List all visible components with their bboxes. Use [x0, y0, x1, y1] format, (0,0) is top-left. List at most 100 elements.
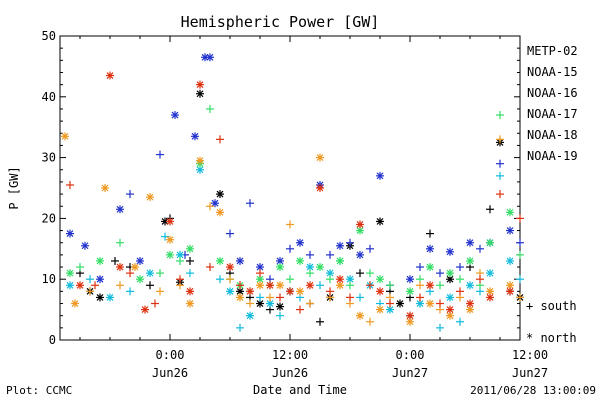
data-point-south [151, 299, 159, 308]
data-point-south [236, 323, 244, 332]
data-point-south [366, 244, 374, 253]
data-point-north [246, 311, 254, 320]
data-point-south [111, 256, 119, 265]
legend-entry: NOAA-17 [527, 107, 578, 121]
data-point-south [456, 317, 464, 326]
data-point-north [131, 263, 139, 272]
data-point-north [236, 256, 244, 265]
data-point-south [66, 180, 74, 189]
data-point-south [456, 263, 464, 272]
data-point-south [156, 287, 164, 296]
data-point-south [456, 275, 464, 284]
data-point-north [356, 311, 364, 320]
data-point-north [376, 275, 384, 284]
data-point-north [506, 226, 514, 235]
data-point-north [466, 281, 474, 290]
data-point-north [466, 305, 474, 314]
data-point-south [516, 250, 524, 259]
data-point-north [96, 293, 104, 302]
data-point-north [506, 208, 514, 217]
data-point-south [486, 205, 494, 214]
data-point-south [326, 250, 334, 259]
data-point-north [506, 256, 514, 265]
legend: METP-02 NOAA-15 NOAA-16 NOAA-17 NOAA-18 NOAA-… [527, 44, 578, 163]
data-point-south [206, 202, 214, 211]
x-tick-date: Jun26 [152, 366, 188, 380]
data-point-north [506, 281, 514, 290]
data-point-north [286, 287, 294, 296]
data-point-south [436, 323, 444, 332]
data-point-north [336, 256, 344, 265]
legend-entry: NOAA-19 [527, 149, 578, 163]
data-point-north [446, 275, 454, 284]
data-point-south [286, 275, 294, 284]
y-tick-label: 20 [42, 211, 56, 225]
data-point-south [116, 238, 124, 247]
data-point-south [76, 263, 84, 272]
y-axis-label: P [GW] [7, 166, 21, 209]
data-point-north [356, 226, 364, 235]
data-point-north [406, 275, 414, 284]
footer-timestamp: 2011/06/28 13:00:09 [470, 384, 596, 397]
data-point-south [246, 199, 254, 208]
data-point-south [126, 190, 134, 199]
data-point-south [306, 269, 314, 278]
legend-north: * north [526, 331, 577, 345]
x-tick-time: 0:00 [396, 348, 425, 362]
data-point-north [236, 293, 244, 302]
data-point-south [346, 293, 354, 302]
data-point-north [66, 229, 74, 238]
data-point-south [256, 269, 264, 278]
chart-title: Hemispheric Power [GW] [181, 13, 380, 31]
data-point-north [186, 299, 194, 308]
data-point-north [376, 287, 384, 296]
data-point-south [216, 135, 224, 144]
data-point-north [226, 263, 234, 272]
data-point-north [71, 299, 79, 308]
data-point-north [276, 302, 284, 311]
data-point-north [506, 287, 514, 296]
data-point-north [386, 305, 394, 314]
x-tick-time: 0:00 [156, 348, 185, 362]
data-point-south [226, 229, 234, 238]
data-point-north [336, 275, 344, 284]
data-point-north [226, 287, 234, 296]
data-point-north [136, 275, 144, 284]
data-point-north [376, 217, 384, 226]
data-point-north [336, 241, 344, 250]
data-point-north [186, 287, 194, 296]
data-point-north [166, 217, 174, 226]
data-point-south [306, 250, 314, 259]
series-noaa-18 [61, 132, 524, 326]
data-point-north [106, 293, 114, 302]
data-point-south [366, 317, 374, 326]
data-point-south [86, 275, 94, 284]
data-point-south [296, 305, 304, 314]
data-point-south [416, 263, 424, 272]
data-point-south [126, 287, 134, 296]
data-point-north [136, 256, 144, 265]
data-point-north [306, 281, 314, 290]
data-point-south [286, 244, 294, 253]
x-tick-time: 12:00 [512, 348, 548, 362]
data-point-north [446, 247, 454, 256]
data-point-south [416, 293, 424, 302]
data-point-south [156, 150, 164, 159]
series-noaa-16 [66, 165, 524, 332]
data-point-north [66, 269, 74, 278]
data-point-north [316, 184, 324, 192]
data-point-south [386, 281, 394, 290]
data-point-north [426, 281, 434, 290]
data-point-north [446, 293, 454, 302]
data-point-north [486, 293, 494, 302]
data-point-south [226, 275, 234, 284]
data-point-south [156, 269, 164, 278]
series-noaa-19 [66, 71, 524, 320]
data-point-south [326, 287, 334, 296]
data-point-north [106, 71, 114, 80]
data-point-north [116, 263, 124, 272]
data-point-south [176, 256, 184, 265]
data-point-north [166, 235, 174, 244]
data-point-south [456, 287, 464, 296]
